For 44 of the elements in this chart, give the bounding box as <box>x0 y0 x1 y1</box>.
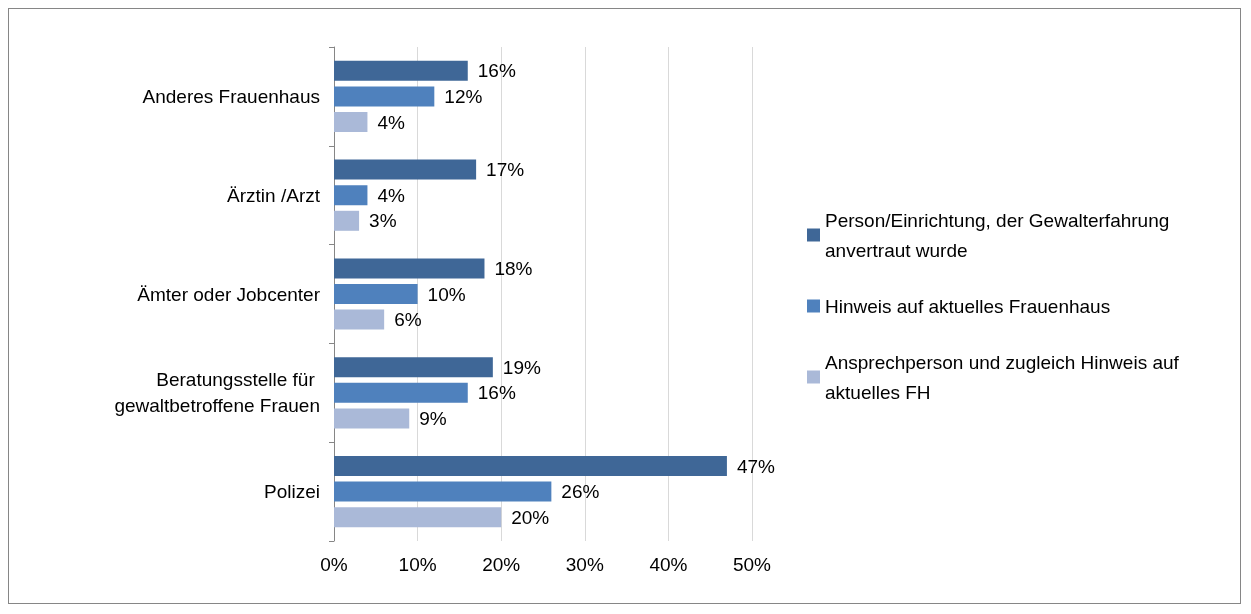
y-tick-label: Ärztin /Arzt <box>227 184 321 206</box>
legend-label: Person/Einrichtung, der Gewalterfahrung anvertraut wurde <box>825 209 1175 261</box>
data-label: 4% <box>377 184 406 206</box>
data-label: 18% <box>494 257 533 279</box>
data-label: 6% <box>394 309 422 331</box>
y-tick-label: Beratungsstelle für gewaltbetroffene Frauen <box>114 369 320 417</box>
data-label: 19% <box>502 356 541 378</box>
x-tick-label: 30% <box>565 554 604 575</box>
bar <box>334 258 485 279</box>
data-label: 10% <box>427 283 466 305</box>
x-tick-label: 0% <box>320 554 348 575</box>
y-tick-label: Polizei <box>264 481 320 503</box>
bar <box>334 382 468 403</box>
x-tick-label: 20% <box>482 554 521 575</box>
x-tick-label: 10% <box>398 554 437 575</box>
data-label: 26% <box>561 481 600 503</box>
bar <box>334 159 477 180</box>
data-label: 17% <box>486 159 525 181</box>
data-label: 47% <box>736 455 776 477</box>
bar <box>334 357 493 378</box>
bar <box>334 210 360 231</box>
bar <box>334 86 435 107</box>
y-tick-label: Anderes Frauenhaus <box>142 85 320 107</box>
data-label: 20% <box>511 506 550 528</box>
bar <box>334 112 368 132</box>
y-tick-label: Ämter oder Jobcenter <box>137 283 321 305</box>
data-label: 16% <box>477 60 516 82</box>
data-label: 4% <box>377 111 406 133</box>
bar <box>334 60 468 81</box>
x-tick-label: 40% <box>649 554 688 575</box>
bar <box>334 481 552 502</box>
data-label: 16% <box>477 382 516 404</box>
data-label: 9% <box>419 407 447 429</box>
legend-label: Ansprechperson und zugleich Hinweis auf aktuelles FH <box>825 351 1185 403</box>
bar <box>334 507 502 528</box>
data-label: 12% <box>444 85 483 107</box>
bar <box>334 185 368 206</box>
bar <box>334 284 418 304</box>
legend-label: Hinweis auf aktuelles Frauenhaus <box>825 295 1111 317</box>
bar <box>334 408 410 429</box>
bar <box>334 456 727 476</box>
x-tick-label: 50% <box>732 554 772 575</box>
bar <box>334 309 385 330</box>
data-label: 3% <box>369 210 397 232</box>
